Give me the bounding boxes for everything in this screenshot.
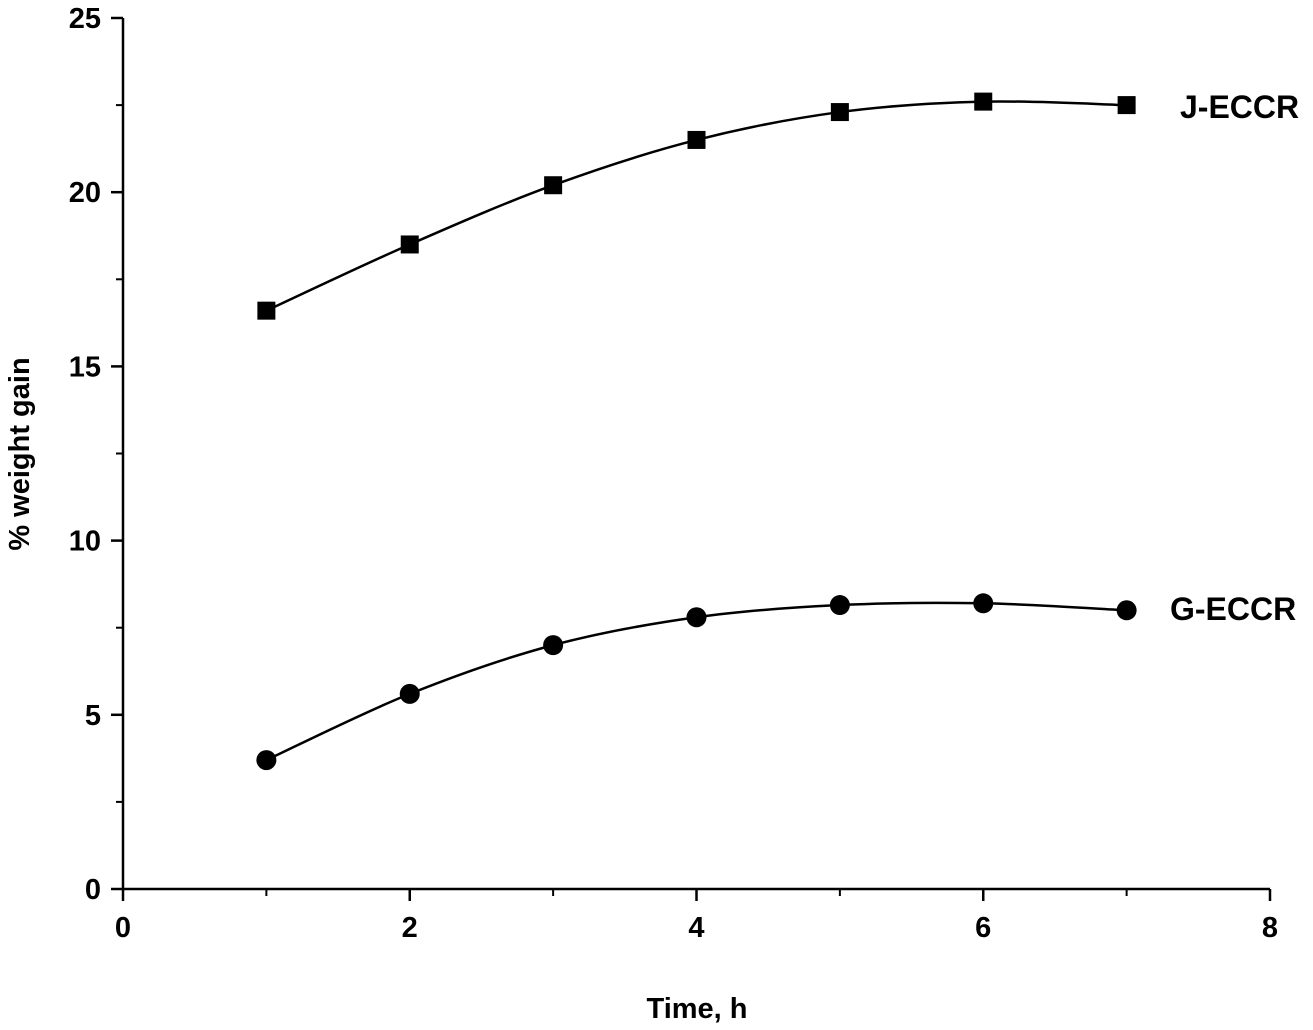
data-point-j-eccr xyxy=(544,176,563,195)
x-tick-label: 2 xyxy=(402,912,418,944)
data-point-j-eccr xyxy=(830,103,849,122)
data-point-g-eccr xyxy=(829,595,850,616)
data-point-j-eccr xyxy=(400,235,419,254)
series-label-j-eccr: J-ECCR xyxy=(1180,89,1299,125)
data-point-g-eccr xyxy=(399,683,420,704)
series-curves xyxy=(265,100,1127,762)
data-point-j-eccr xyxy=(687,130,706,149)
data-point-g-eccr xyxy=(543,635,564,656)
data-point-g-eccr xyxy=(1116,600,1137,621)
ticks: 0 2 4 6 8 0 5 10 15 20 25 xyxy=(69,3,1278,944)
data-point-g-eccr xyxy=(686,607,707,628)
series-markers xyxy=(256,92,1137,771)
y-tick-label: 20 xyxy=(69,177,101,209)
x-tick-label: 0 xyxy=(115,912,131,944)
x-tick-label: 4 xyxy=(688,912,704,944)
y-tick-label: 15 xyxy=(69,351,101,383)
data-point-j-eccr xyxy=(1117,96,1136,115)
x-axis-title: Time, h xyxy=(647,993,748,1025)
y-tick-label: 0 xyxy=(85,874,101,906)
series-label-g-eccr: G-ECCR xyxy=(1170,591,1296,627)
x-tick-label: 6 xyxy=(975,912,991,944)
y-tick-label: 5 xyxy=(85,700,101,732)
y-axis-title: % weight gain xyxy=(4,357,36,550)
data-point-g-eccr xyxy=(973,593,994,614)
x-tick-label: 8 xyxy=(1262,912,1278,944)
data-point-j-eccr xyxy=(974,92,993,111)
data-point-g-eccr xyxy=(256,750,277,771)
y-tick-label: 10 xyxy=(69,526,101,558)
data-point-j-eccr xyxy=(257,301,276,320)
y-tick-label: 25 xyxy=(69,3,101,35)
